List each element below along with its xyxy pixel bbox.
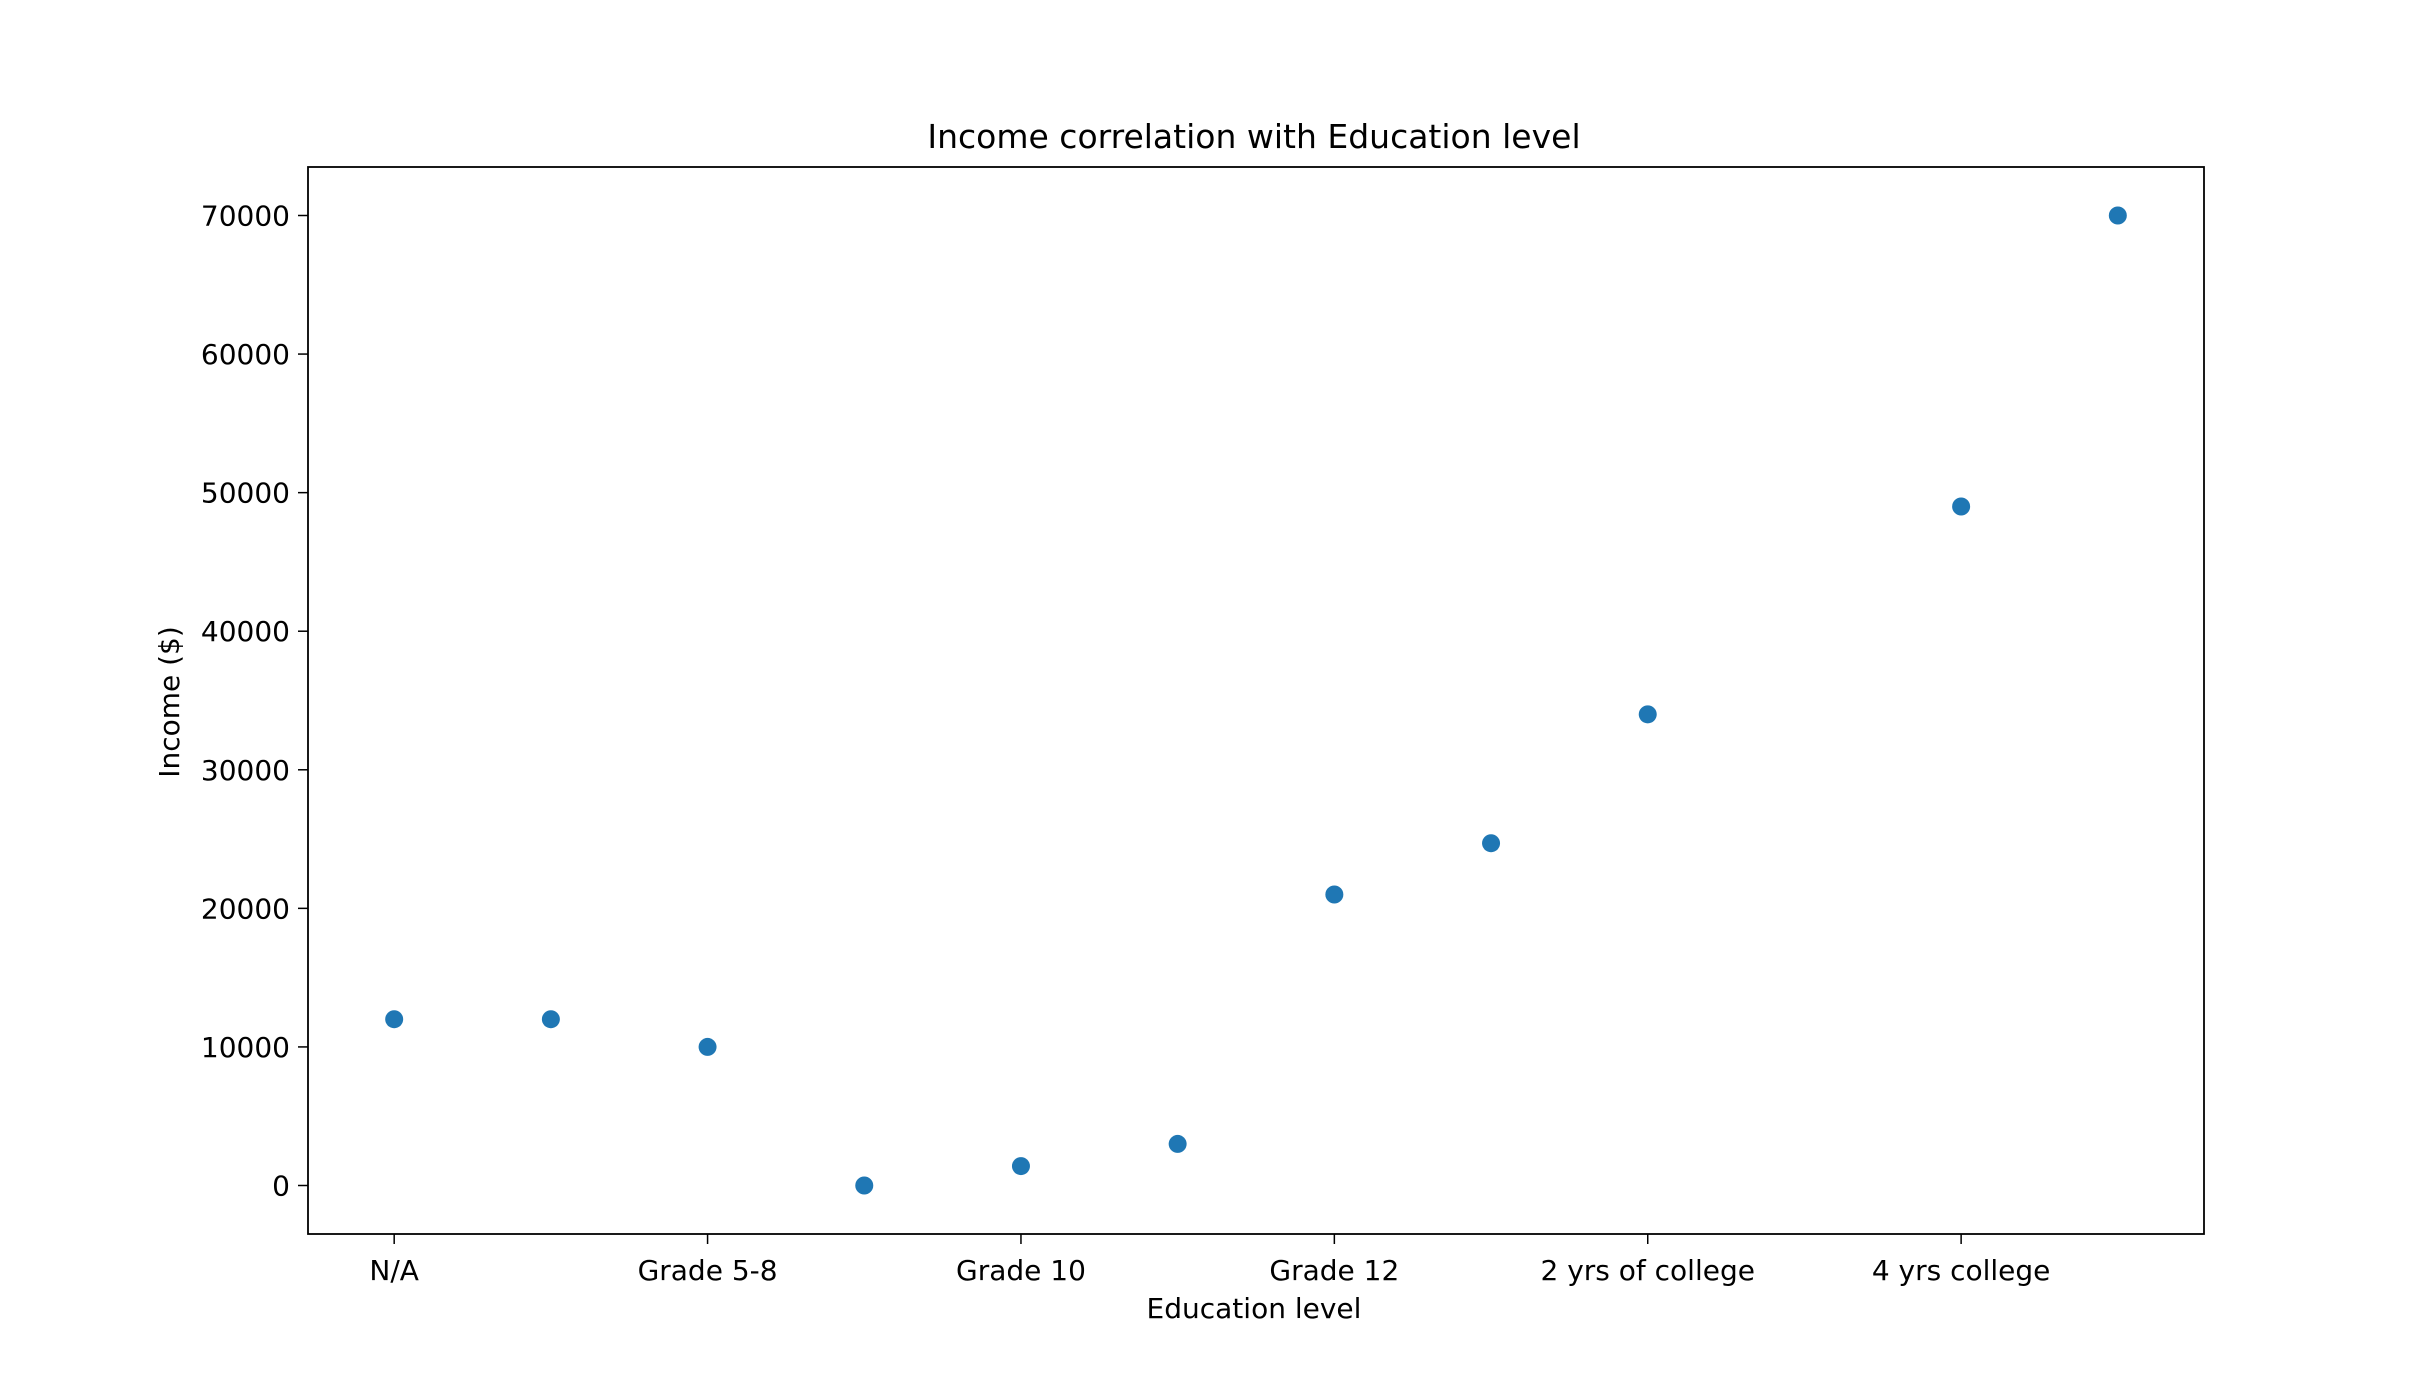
y-tick-label: 70000 xyxy=(201,200,290,233)
data-point xyxy=(698,1037,717,1056)
chart-title: Income correlation with Education level xyxy=(927,117,1580,156)
x-tick-label: 2 yrs of college xyxy=(1540,1254,1754,1287)
data-point xyxy=(1482,834,1501,853)
y-tick-label: 60000 xyxy=(201,338,290,371)
axes-frame xyxy=(307,166,2205,1235)
data-point xyxy=(2108,206,2127,225)
data-point xyxy=(1168,1134,1187,1153)
data-point xyxy=(385,1010,404,1029)
y-tick-label: 50000 xyxy=(201,477,290,510)
y-tick-label: 10000 xyxy=(201,1031,290,1064)
data-point xyxy=(1638,705,1657,724)
data-point xyxy=(1011,1157,1030,1176)
data-point xyxy=(855,1176,874,1195)
plot-area: 0 10000 20000 30000 40000 50000 60000 70000 N/A G… xyxy=(201,166,2205,1287)
y-tick-label: 30000 xyxy=(201,754,290,787)
x-tick-label: N/A xyxy=(369,1254,419,1287)
x-tick-label: Grade 5-8 xyxy=(638,1254,778,1287)
x-tick-label: 4 yrs college xyxy=(1872,1254,2051,1287)
y-tick-label: 40000 xyxy=(201,615,290,648)
x-axis-label: Education level xyxy=(1147,1292,1362,1325)
x-tick-label: Grade 12 xyxy=(1269,1254,1399,1287)
y-tick-label: 20000 xyxy=(201,892,290,925)
y-tick-label: 0 xyxy=(272,1170,290,1203)
y-axis-label: Income ($) xyxy=(153,626,186,778)
data-point xyxy=(541,1010,560,1029)
data-point xyxy=(1325,885,1344,904)
x-tick-label: Grade 10 xyxy=(956,1254,1086,1287)
data-point xyxy=(1952,497,1971,516)
